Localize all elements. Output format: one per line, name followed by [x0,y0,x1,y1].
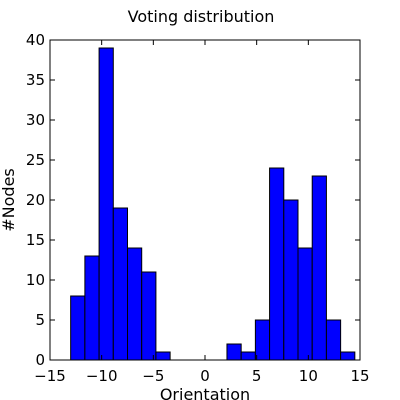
y-tick-label: 15 [26,231,45,249]
x-tick-label: −15 [34,367,66,385]
y-axis-label: #Nodes [0,168,18,232]
histogram-bar-17 [311,175,327,361]
histogram-bar-5 [141,271,157,361]
histogram-bar-3 [112,207,128,361]
histogram-bar-0 [70,295,86,361]
x-tick-label: 5 [252,367,262,385]
y-tick-label: 40 [26,31,45,49]
y-tick-label: 0 [35,351,45,369]
histogram-bar-2 [98,47,114,361]
histogram-bar-13 [254,319,271,361]
x-tick-label: 15 [350,367,369,385]
y-tick-label: 25 [26,151,45,169]
y-tick-label: 5 [35,311,45,329]
histogram-bar-1 [84,255,100,361]
histogram-bar-12 [240,351,256,361]
chart-title: Voting distribution [128,7,275,26]
y-tick-label: 35 [26,71,45,89]
histogram-bar-14 [269,167,285,361]
x-tick-label: −10 [86,367,118,385]
x-axis-label: Orientation [160,385,250,400]
histogram-bar-18 [325,319,342,361]
y-tick-label: 20 [26,191,45,209]
x-tick-label: 10 [299,367,318,385]
histogram-bar-11 [226,343,242,361]
x-tick-label: 0 [200,367,210,385]
histogram-bar-15 [283,199,299,361]
y-tick-label: 30 [26,111,45,129]
histogram-bar-4 [127,247,143,361]
x-tick-label: −5 [142,367,164,385]
bars-group [70,47,356,361]
histogram-bar-16 [297,247,313,361]
axes-group: −15 −10 −5 0 5 10 15 0 5 10 15 20 25 30 35 40 [26,31,370,385]
histogram-bar-6 [155,351,171,361]
histogram-bar-19 [340,351,356,361]
y-tick-label: 10 [26,271,45,289]
